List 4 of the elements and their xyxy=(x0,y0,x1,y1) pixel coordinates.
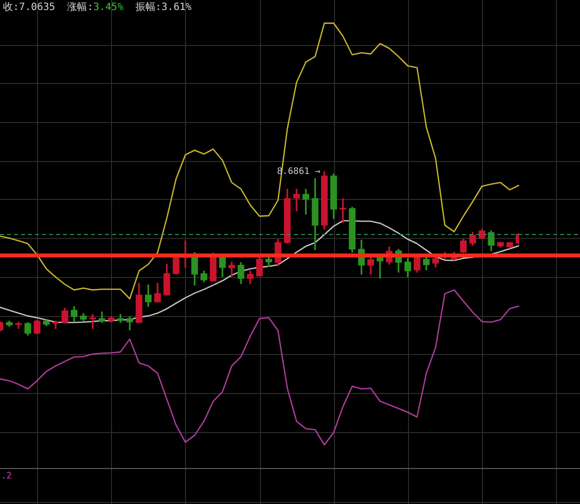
text: .2 xyxy=(1,471,12,482)
candlestick xyxy=(293,188,300,212)
candlestick xyxy=(15,322,22,329)
chart-title: 收:7.0635 涨幅:3.45% 振幅:3.61% xyxy=(3,2,192,13)
